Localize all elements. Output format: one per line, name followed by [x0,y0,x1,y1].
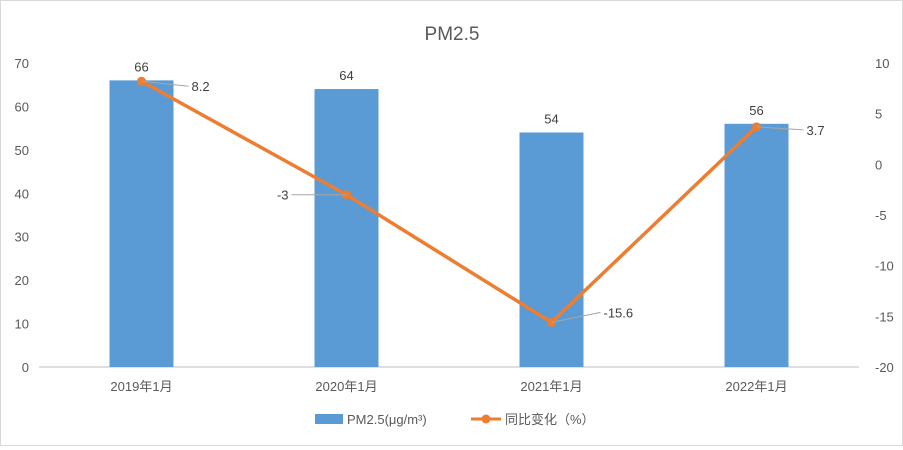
left-y-tick-label: 10 [15,317,29,332]
right-y-tick-label: -20 [875,360,894,375]
legend-marker [481,414,491,424]
left-y-axis: 0 10 20 30 40 50 60 70 [15,56,29,375]
line-series [137,76,761,327]
leader-line [141,80,189,87]
leader-line [551,311,601,323]
right-y-tick-label: 10 [875,56,889,71]
right-y-tick-label: -10 [875,259,894,274]
right-y-axis: -20 -15 -10 -5 0 5 10 [875,56,894,375]
x-tick-label: 2019年1月 [110,379,172,394]
x-axis-labels: 2019年1月 2020年1月 2021年1月 2022年1月 [110,379,787,394]
left-y-tick-label: 70 [15,56,29,71]
legend-swatch-bar [315,414,343,424]
bar-data-label: 64 [339,68,353,83]
left-y-tick-label: 40 [15,186,29,201]
left-y-tick-label: 0 [22,360,29,375]
leader-line [756,126,804,131]
x-tick-label: 2020年1月 [315,379,377,394]
bar-series [109,80,789,368]
bar-data-labels: 66 64 54 56 [134,59,763,126]
left-y-tick-label: 20 [15,273,29,288]
line-data-labels: 8.2 -3 -15.6 3.7 [141,79,825,323]
bar [519,132,584,367]
bar [109,80,174,367]
left-y-tick-label: 50 [15,143,29,158]
right-y-tick-label: -15 [875,309,894,324]
bar [724,123,789,367]
right-y-tick-label: 0 [875,157,882,172]
x-tick-label: 2022年1月 [725,379,787,394]
legend: PM2.5(μg/m³) 同比变化（%） [315,412,595,427]
legend-label-bar: PM2.5(μg/m³) [347,412,427,427]
right-y-tick-label: 5 [875,107,882,122]
chart-title: PM2.5 [425,24,480,45]
line-data-label: -15.6 [604,305,634,320]
x-tick-label: 2021年1月 [520,379,582,394]
bar-data-label: 56 [749,103,763,118]
bar [314,89,379,368]
line-data-label: 3.7 [807,123,825,138]
bar-data-label: 54 [544,111,558,126]
series-line [140,79,758,325]
right-y-tick-label: -5 [875,208,887,223]
line-data-label: 8.2 [192,79,210,94]
left-y-tick-label: 30 [15,230,29,245]
legend-label-line: 同比变化（%） [505,412,595,427]
bar-data-label: 66 [134,59,148,74]
left-y-tick-label: 60 [15,99,29,114]
line-data-label: -3 [277,188,289,203]
